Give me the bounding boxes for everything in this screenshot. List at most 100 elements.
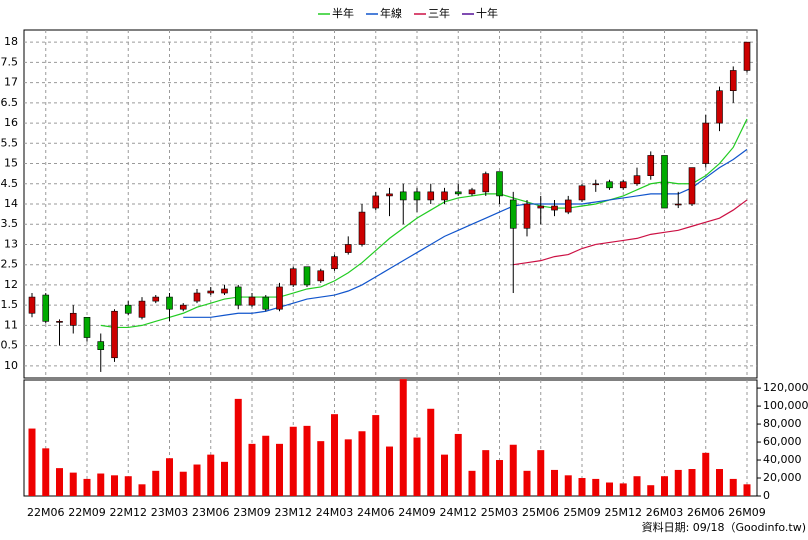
candle-body [441,191,448,201]
ma-line [513,199,748,266]
volume-bar [138,484,146,496]
legend-label: 半年 [332,6,354,20]
x-tick-label: 22M09 [68,506,106,519]
candle-body [124,304,132,314]
volume-bar [441,454,448,496]
candle-body [166,296,173,310]
y-tick-label: 10 [4,359,18,372]
y-tick-label: 11 [4,318,18,331]
candle-body [179,304,187,310]
candle-body [427,191,435,201]
volume-bar [413,437,421,496]
volume-bar [454,433,462,496]
candle-body [221,288,228,294]
y-tick-label: 16 [4,116,18,129]
y2-tick-label: 60,000 [763,435,802,448]
y-tick-label: 7.5 [1,55,19,68]
volume-bar [633,476,641,496]
volume-bar [537,450,545,496]
x-tick-label: 23M06 [192,506,230,519]
volume-bar [303,425,311,496]
candle-body [193,292,201,302]
y2-tick-label: 100,000 [763,399,808,412]
volume-bar [234,398,242,496]
volume-bar [111,475,118,496]
volume-bar [69,472,77,496]
candle-body [276,286,283,310]
candle-body [289,268,297,286]
candle-body [97,341,105,350]
volume-bar [344,439,352,496]
volume-bar [221,461,228,496]
y-tick-label: 5.5 [1,136,19,149]
candle-body [454,191,462,195]
candle-body [647,155,655,176]
volume-bar [729,478,737,496]
candle-body [606,181,613,189]
volume-bar [564,475,572,496]
candle-body [482,173,490,193]
candle-body [674,203,682,206]
volume-bar [42,448,50,496]
candle-body [28,296,36,314]
x-tick-label: 24M12 [440,506,478,519]
candle-body [619,181,627,189]
candle-body [83,317,91,338]
y-tick-label: 0.5 [1,339,19,352]
volume-bar [578,478,586,496]
candle-body [633,175,641,185]
y-tick-label: 17 [4,76,18,89]
x-tick-label: 26M09 [728,506,766,519]
volume-bar [317,441,325,496]
y2-tick-label: 80,000 [763,417,802,430]
y2-tick-label: 40,000 [763,453,802,466]
volume-bar [592,478,600,496]
volume-bar [647,485,655,496]
x-tick-label: 25M03 [481,506,519,519]
y-tick-label: 12 [4,278,18,291]
volume-bar [179,471,187,496]
x-tick-label: 25M09 [563,506,601,519]
candle-body [331,256,338,270]
x-tick-label: 22M06 [27,506,65,519]
candle-body [661,155,668,209]
candle-body [564,199,572,213]
y-tick-label: 18 [4,35,18,48]
y2-tick-label: 0 [763,489,770,502]
volume-bar [166,458,173,496]
candle-body [386,193,393,197]
candle-body [207,290,215,294]
volume-bar [124,476,132,496]
candle-body [138,300,146,318]
volume-bar [193,464,201,496]
volume-bar [372,415,380,496]
y-tick-label: 1.5 [1,298,19,311]
candle-body [688,167,696,205]
volume-bar [399,379,407,496]
y-tick-label: 6.5 [1,96,19,109]
x-tick-label: 23M12 [275,506,313,519]
candle-body [509,199,517,229]
candle-body [729,70,737,91]
y-tick-label: 14 [4,197,18,210]
candle-body [56,321,63,323]
candle-body [152,296,160,302]
footer: 資料日期: 09/18（Goodinfo.tw) [642,520,806,534]
volume-bar [606,482,613,496]
y-tick-label: 13 [4,237,18,250]
volume-bar [152,470,160,496]
volume-bar [358,431,366,496]
x-tick-label: 24M03 [316,506,354,519]
volume-bar [83,478,91,496]
volume-bar [97,473,105,496]
volume-bar [496,460,503,496]
volume-bar [248,443,256,496]
candle-body [743,41,751,71]
volume-bar [289,426,297,496]
x-tick-label: 22M12 [110,506,148,519]
volume-bar [482,450,490,496]
candle-body [372,195,380,209]
volume-bar [551,469,558,496]
volume-bar [276,443,283,496]
x-tick-label: 24M06 [357,506,395,519]
